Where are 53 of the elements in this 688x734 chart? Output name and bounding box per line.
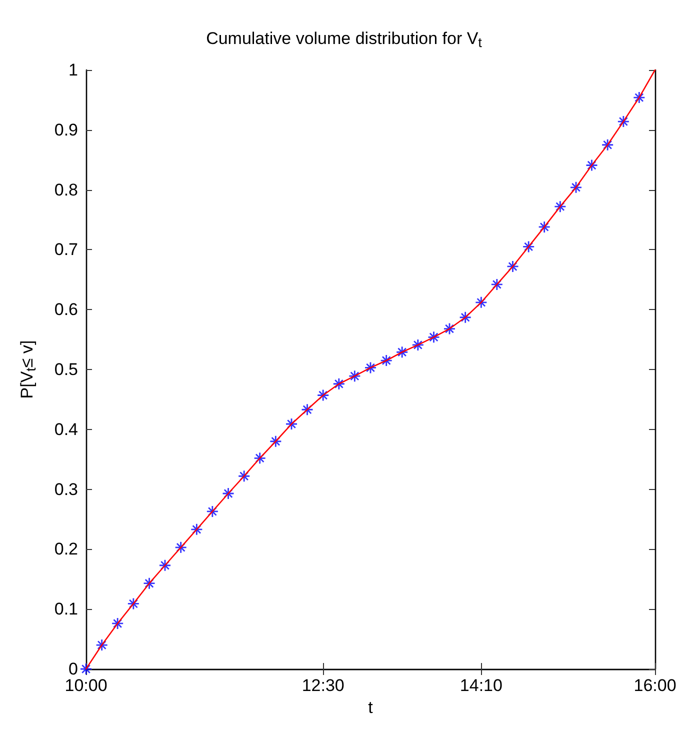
point xyxy=(586,159,598,172)
point xyxy=(222,487,234,500)
point xyxy=(238,470,250,482)
y-tick-label: 0.9 xyxy=(54,120,78,140)
x-tick-label: 14:10 xyxy=(460,676,502,695)
point xyxy=(380,354,393,367)
y-tick-label: 0.1 xyxy=(54,600,78,619)
point xyxy=(554,200,566,213)
y-tick-label: 0.4 xyxy=(54,420,78,439)
point xyxy=(396,346,408,358)
point xyxy=(538,220,551,234)
point xyxy=(490,278,504,291)
point xyxy=(254,452,266,464)
y-tick-label: 0.5 xyxy=(54,360,78,379)
point xyxy=(316,389,330,402)
point xyxy=(143,577,156,590)
point xyxy=(570,181,582,194)
point xyxy=(158,559,172,572)
x-axis-title: t xyxy=(368,698,374,717)
point xyxy=(127,598,140,610)
point xyxy=(190,523,203,536)
y-tick-label: 0.6 xyxy=(54,300,78,320)
y-tick-label: 0.2 xyxy=(54,540,78,559)
line-series xyxy=(85,69,656,670)
x-tick-label: 10:00 xyxy=(64,676,108,695)
point xyxy=(428,330,440,344)
point xyxy=(111,617,124,630)
point xyxy=(617,115,630,128)
point xyxy=(332,378,346,390)
point xyxy=(601,138,614,152)
y-axis-title: P[Vt≤ v] xyxy=(17,340,38,399)
point xyxy=(96,638,108,652)
y-tick-label: 0.8 xyxy=(54,180,78,200)
point xyxy=(412,338,424,352)
y-tick-label: 1 xyxy=(68,60,78,80)
point xyxy=(364,362,377,374)
point xyxy=(80,662,92,676)
y-tick-label: 0 xyxy=(68,660,78,678)
x-tick-label: 12:30 xyxy=(302,676,344,695)
point xyxy=(174,541,188,554)
y-tick-label: 0.3 xyxy=(54,480,78,499)
point xyxy=(301,403,314,416)
y-tick-label: 0.7 xyxy=(54,240,78,260)
point xyxy=(474,296,488,309)
point xyxy=(632,91,646,104)
point xyxy=(206,505,219,518)
point xyxy=(269,435,282,448)
point xyxy=(522,240,535,253)
point xyxy=(348,370,361,382)
point xyxy=(506,260,519,273)
x-tick-label: 16:00 xyxy=(634,676,676,695)
point xyxy=(443,322,456,335)
point xyxy=(459,311,472,324)
